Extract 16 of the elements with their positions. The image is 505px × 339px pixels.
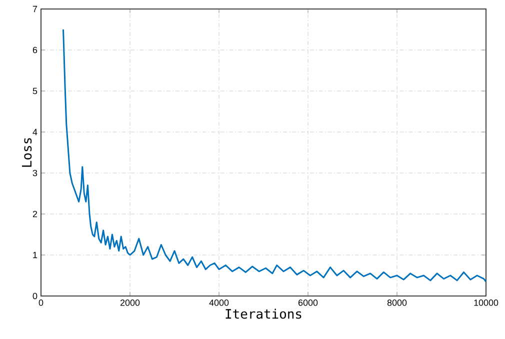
y-tick-label: 7 xyxy=(32,6,38,12)
x-axis-title: Iterations xyxy=(226,308,302,319)
y-tick-label: 5 xyxy=(32,88,38,94)
y-tick-label: 3 xyxy=(32,170,38,176)
x-tick-label: 6000 xyxy=(298,300,318,306)
y-tick-label: 0 xyxy=(32,292,38,300)
y-tick-label: 2 xyxy=(32,210,38,218)
x-tick-label: 2000 xyxy=(120,300,140,306)
y-tick-label: 6 xyxy=(32,46,38,54)
y-axis-title: Loss xyxy=(22,138,32,167)
x-tick-label: 0 xyxy=(38,300,44,306)
y-tick-label: 4 xyxy=(32,128,38,136)
y-tick-label: 1 xyxy=(33,252,38,258)
x-tick-label: 8000 xyxy=(387,300,407,306)
x-tick-label: 4000 xyxy=(209,300,229,306)
x-tick-label: 10000 xyxy=(474,300,498,306)
